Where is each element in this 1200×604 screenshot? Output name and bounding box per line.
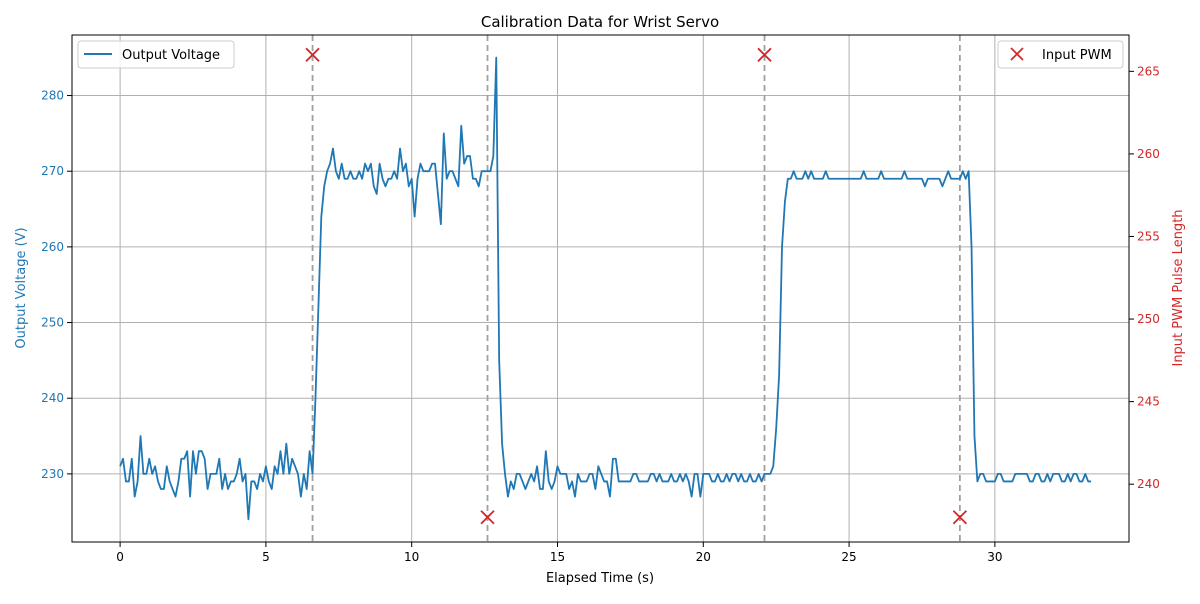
pwm-marker <box>480 510 495 525</box>
legend-pwm-marker <box>1010 47 1024 61</box>
x-tick-label: 5 <box>262 550 270 564</box>
y-tick-label-left: 230 <box>41 467 64 481</box>
x-axis-label: Elapsed Time (s) <box>546 571 654 586</box>
y-tick-label-left: 270 <box>41 164 64 178</box>
x-tick-label: 10 <box>404 550 419 564</box>
x-tick-label: 30 <box>987 550 1002 564</box>
pwm-marker <box>952 510 968 525</box>
pwm-marker-stroke <box>952 510 968 525</box>
y-tick-label-left: 250 <box>41 316 64 330</box>
y-tick-label-right: 245 <box>1137 395 1160 409</box>
x-tick-label: 0 <box>116 550 124 564</box>
y-axis-label-left: Output Voltage (V) <box>14 227 29 348</box>
output-voltage-line <box>119 56 1092 521</box>
legend-voltage: Output Voltage <box>77 40 235 69</box>
pwm-marker-stroke <box>480 510 495 525</box>
y-tick-label-right: 250 <box>1137 312 1160 326</box>
axes: 0 5 10 15 20 25 30 230 240 250 260 270 280 240 245 250 2… <box>41 64 1160 564</box>
y-tick-label-right: 255 <box>1137 229 1160 243</box>
y-tick-label-left: 260 <box>41 240 64 254</box>
pwm-marker <box>305 47 320 62</box>
plot-frame <box>71 34 1130 543</box>
y-tick-label-left: 240 <box>41 391 64 405</box>
x-tick-label: 15 <box>550 550 565 564</box>
legend-voltage-label: Output Voltage <box>122 48 220 63</box>
y-tick-label-left: 280 <box>41 89 64 103</box>
pwm-marker <box>757 47 772 62</box>
pwm-marker-stroke <box>757 47 772 62</box>
pwm-marker-stroke <box>305 47 320 62</box>
legend-pwm-label: Input PWM <box>1042 48 1112 63</box>
y-tick-label-right: 240 <box>1137 477 1160 491</box>
legend-pwm: Input PWM <box>997 40 1124 69</box>
chart-title: Calibration Data for Wrist Servo <box>481 13 719 31</box>
y-tick-label-right: 265 <box>1137 64 1160 78</box>
grid <box>72 35 1129 542</box>
y-axis-label-right: Input PWM Pulse Length <box>1171 209 1186 366</box>
series-layer <box>119 47 1092 525</box>
x-tick-label: 25 <box>841 550 856 564</box>
y-tick-label-right: 260 <box>1137 147 1160 161</box>
x-tick-label: 20 <box>696 550 711 564</box>
